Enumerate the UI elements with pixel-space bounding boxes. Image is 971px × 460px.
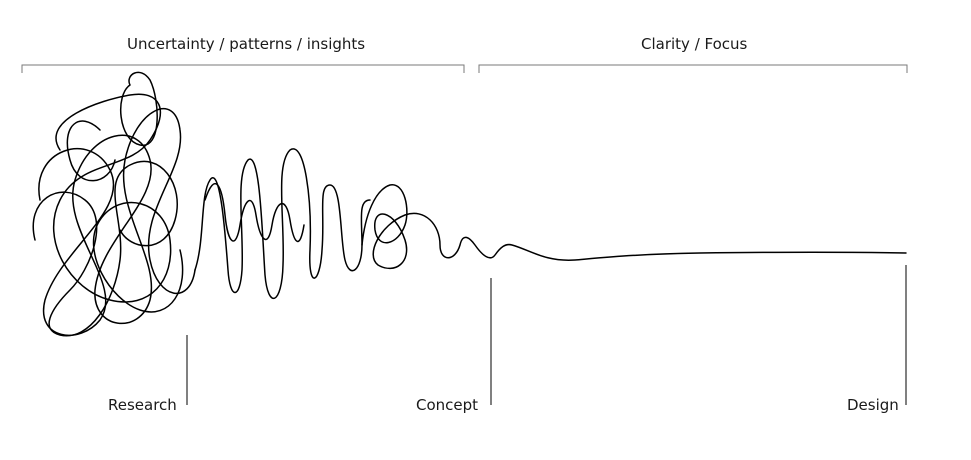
squiggle-chaos-1	[38, 108, 196, 336]
bracket-clarity	[478, 64, 908, 73]
section-label-uncertainty: Uncertainty / patterns / insights	[127, 35, 366, 53]
milestone-label-research: Research	[108, 396, 177, 414]
milestone-label-concept: Concept	[416, 396, 479, 414]
milestone-label-design: Design	[847, 396, 899, 414]
squiggle-chaos-3	[32, 160, 178, 337]
squiggle-settling	[361, 184, 907, 270]
squiggle-wave-b	[204, 183, 305, 242]
section-label-clarity: Clarity / Focus	[641, 35, 748, 53]
design-squiggle	[32, 71, 907, 337]
bracket-uncertainty	[21, 64, 465, 73]
squiggle-chaos-4	[66, 71, 158, 182]
squiggle-wave-a	[194, 148, 371, 299]
squiggle-chaos-2	[52, 93, 184, 313]
